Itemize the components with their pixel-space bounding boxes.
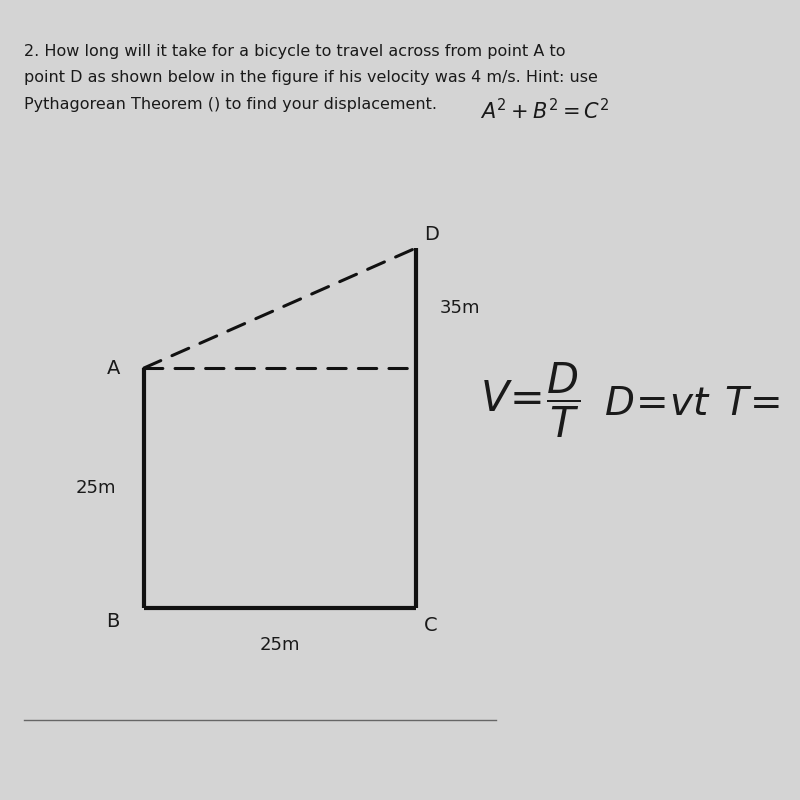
- Text: $D\!=\!vt$: $D\!=\!vt$: [604, 385, 710, 423]
- Text: 35m: 35m: [440, 299, 481, 317]
- Text: C: C: [424, 616, 438, 635]
- Text: point D as shown below in the figure if his velocity was 4 m/s. Hint: use: point D as shown below in the figure if …: [24, 70, 598, 86]
- Text: 2. How long will it take for a bicycle to travel across from point A to: 2. How long will it take for a bicycle t…: [24, 44, 566, 59]
- Text: Pythagorean Theorem () to find your displacement.: Pythagorean Theorem () to find your disp…: [24, 97, 437, 112]
- Text: B: B: [106, 612, 120, 631]
- Text: 25m: 25m: [76, 479, 116, 497]
- Text: $T\!=$: $T\!=$: [724, 385, 779, 423]
- Text: $V\!=\!\dfrac{D}{T}$: $V\!=\!\dfrac{D}{T}$: [480, 361, 580, 439]
- Text: 25m: 25m: [260, 636, 300, 654]
- Text: $A^2 + B^2 = C^2$: $A^2 + B^2 = C^2$: [480, 98, 610, 123]
- Text: D: D: [424, 225, 439, 244]
- Text: A: A: [106, 358, 120, 378]
